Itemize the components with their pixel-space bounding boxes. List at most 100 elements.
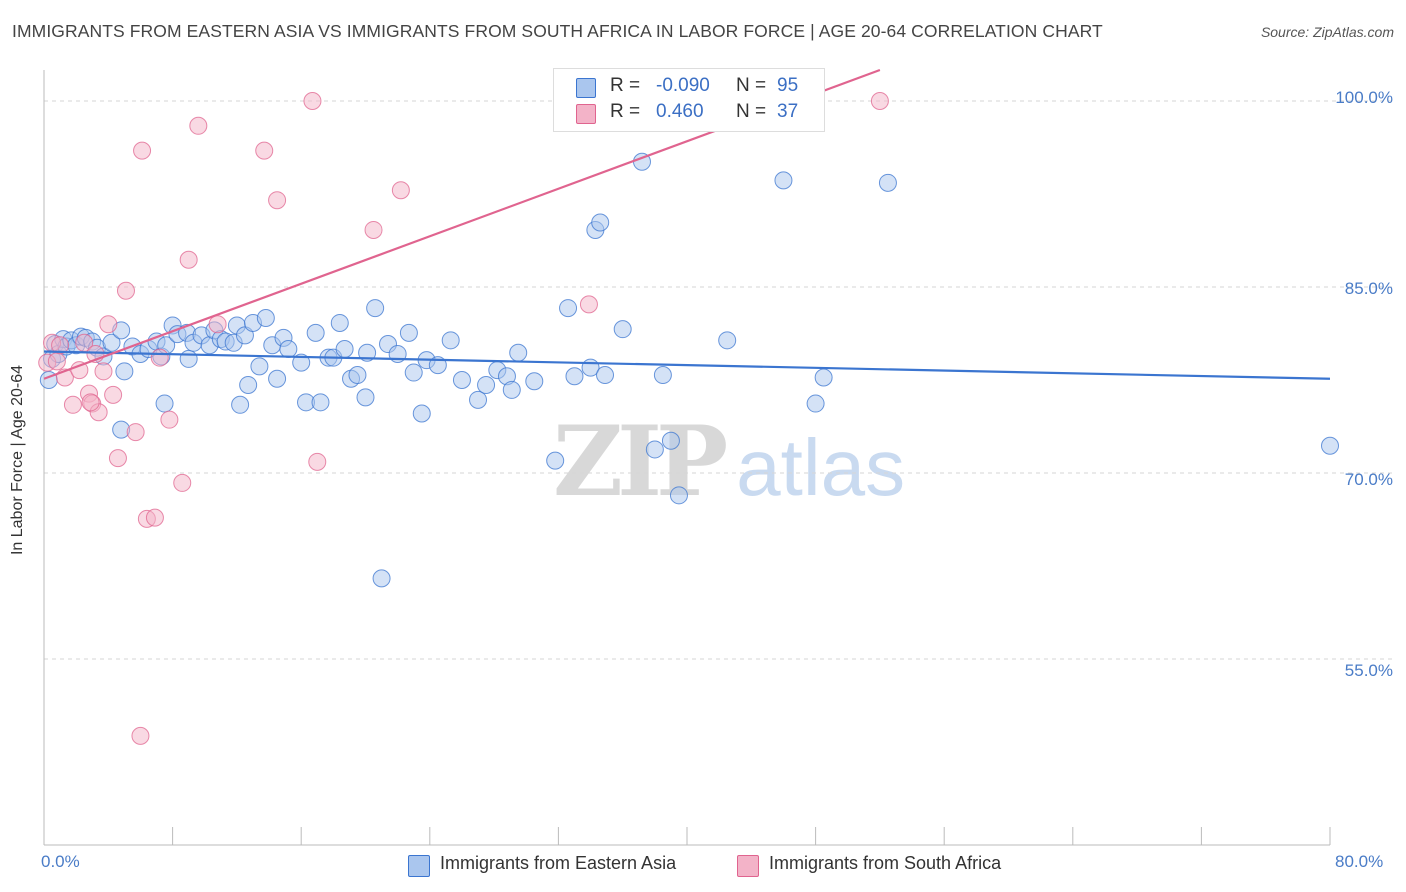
- eastern-asia-point: [292, 353, 311, 372]
- y-axis-label: In Labor Force | Age 20-64: [9, 364, 26, 556]
- eastern-asia-point: [348, 366, 367, 385]
- eastern-asia-point: [102, 333, 121, 352]
- eastern-asia-trend-line: [43, 350, 1331, 380]
- eastern-asia-point: [239, 375, 258, 394]
- correlation-legend: R = -0.090 N = 95 R = 0.460 N = 37: [553, 68, 825, 132]
- x-tick-max: 80.0%: [1335, 852, 1384, 871]
- pink-swatch: [737, 855, 759, 877]
- eastern-asia-point: [179, 349, 198, 368]
- legend-label: Immigrants from Eastern Asia: [440, 853, 677, 873]
- eastern-asia-point: [653, 366, 672, 385]
- south-africa-point: [364, 220, 383, 239]
- south-africa-point: [51, 336, 70, 355]
- eastern-asia-point: [806, 394, 825, 413]
- south-africa-point: [268, 191, 287, 210]
- south-africa-point: [104, 385, 123, 404]
- source-label: Source: ZipAtlas.com: [1260, 24, 1394, 40]
- legend-item-south-africa: Immigrants from South Africa: [737, 853, 1002, 877]
- south-africa-point: [116, 281, 135, 300]
- eastern-asia-point: [1321, 436, 1339, 455]
- eastern-asia-point: [412, 404, 431, 423]
- eastern-asia-point: [469, 390, 488, 409]
- south-africa-point: [579, 295, 598, 314]
- south-africa-point: [145, 508, 164, 527]
- south-africa-point: [160, 410, 179, 429]
- eastern-asia-point: [155, 394, 174, 413]
- eastern-asia-point: [661, 431, 680, 450]
- x-tick-min: 0.0%: [41, 852, 80, 871]
- chart-title: IMMIGRANTS FROM EASTERN ASIA VS IMMIGRAN…: [12, 21, 1103, 41]
- eastern-asia-point: [256, 309, 275, 327]
- eastern-asia-point: [279, 340, 298, 358]
- eastern-asia-point: [814, 368, 833, 387]
- south-africa-point: [391, 181, 410, 200]
- pink-swatch: [576, 104, 596, 124]
- eastern-asia-point: [404, 363, 423, 382]
- y-tick-85: 85.0%: [1344, 279, 1393, 298]
- south-africa-point: [63, 395, 82, 414]
- y-tick-70: 70.0%: [1344, 470, 1393, 489]
- south-africa-point: [81, 393, 100, 412]
- eastern-asia-point: [502, 380, 521, 399]
- south-africa-point: [131, 726, 150, 745]
- south-africa-point: [99, 315, 118, 334]
- south-africa-point: [150, 348, 169, 367]
- eastern-asia-point: [452, 371, 471, 389]
- eastern-asia-point: [565, 367, 584, 386]
- eastern-asia-point: [591, 213, 610, 232]
- r-label: R =: [610, 101, 641, 122]
- y-tick-100: 100.0%: [1335, 88, 1393, 107]
- eastern-asia-point: [358, 343, 377, 362]
- south-africa-point: [870, 92, 889, 110]
- eastern-asia-point: [306, 323, 325, 342]
- n-value: 95: [777, 75, 799, 96]
- eastern-asia-point: [335, 340, 354, 358]
- eastern-asia-point: [596, 366, 615, 385]
- r-value: 0.460: [656, 101, 704, 122]
- n-label: N =: [736, 101, 767, 122]
- legend-item-eastern-asia: Immigrants from Eastern Asia: [408, 853, 677, 877]
- eastern-asia-point: [669, 486, 688, 505]
- eastern-asia-point: [311, 393, 330, 412]
- eastern-asia-point: [372, 569, 391, 588]
- south-africa-point: [189, 116, 208, 135]
- south-africa-point: [126, 423, 145, 442]
- blue-swatch: [408, 855, 430, 877]
- eastern-asia-point: [115, 362, 134, 381]
- blue-swatch: [576, 78, 596, 98]
- eastern-asia-point: [878, 173, 897, 192]
- eastern-asia-point: [525, 372, 544, 391]
- eastern-asia-point: [509, 343, 528, 362]
- legend-label: Immigrants from South Africa: [769, 853, 1002, 873]
- eastern-asia-point: [268, 369, 287, 388]
- south-africa-point: [173, 473, 192, 492]
- eastern-asia-point: [399, 323, 418, 342]
- eastern-asia-point: [546, 451, 565, 470]
- eastern-asia-point: [645, 440, 664, 459]
- y-tick-55: 55.0%: [1344, 661, 1393, 680]
- eastern-asia-point: [231, 395, 250, 414]
- south-africa-point: [108, 449, 127, 468]
- n-label: N =: [736, 75, 767, 96]
- r-value: -0.090: [656, 75, 710, 96]
- eastern-asia-point: [718, 331, 737, 350]
- eastern-asia-point: [356, 388, 375, 407]
- watermark-atlas: atlas: [736, 423, 906, 512]
- south-africa-point: [179, 250, 198, 269]
- eastern-asia-point: [559, 299, 578, 318]
- eastern-asia-point: [613, 320, 632, 339]
- south-africa-point: [255, 141, 274, 160]
- eastern-asia-point: [250, 357, 269, 376]
- eastern-asia-point: [330, 313, 349, 332]
- south-africa-point: [308, 452, 327, 471]
- eastern-asia-point: [441, 331, 460, 350]
- south-africa-point: [303, 92, 322, 110]
- r-label: R =: [610, 75, 641, 96]
- south-africa-point: [47, 352, 66, 371]
- eastern-asia-point: [366, 299, 385, 318]
- south-africa-point: [94, 362, 113, 381]
- eastern-asia-point: [774, 171, 793, 190]
- watermark-zip: ZIP: [553, 405, 728, 518]
- south-africa-point: [70, 361, 89, 380]
